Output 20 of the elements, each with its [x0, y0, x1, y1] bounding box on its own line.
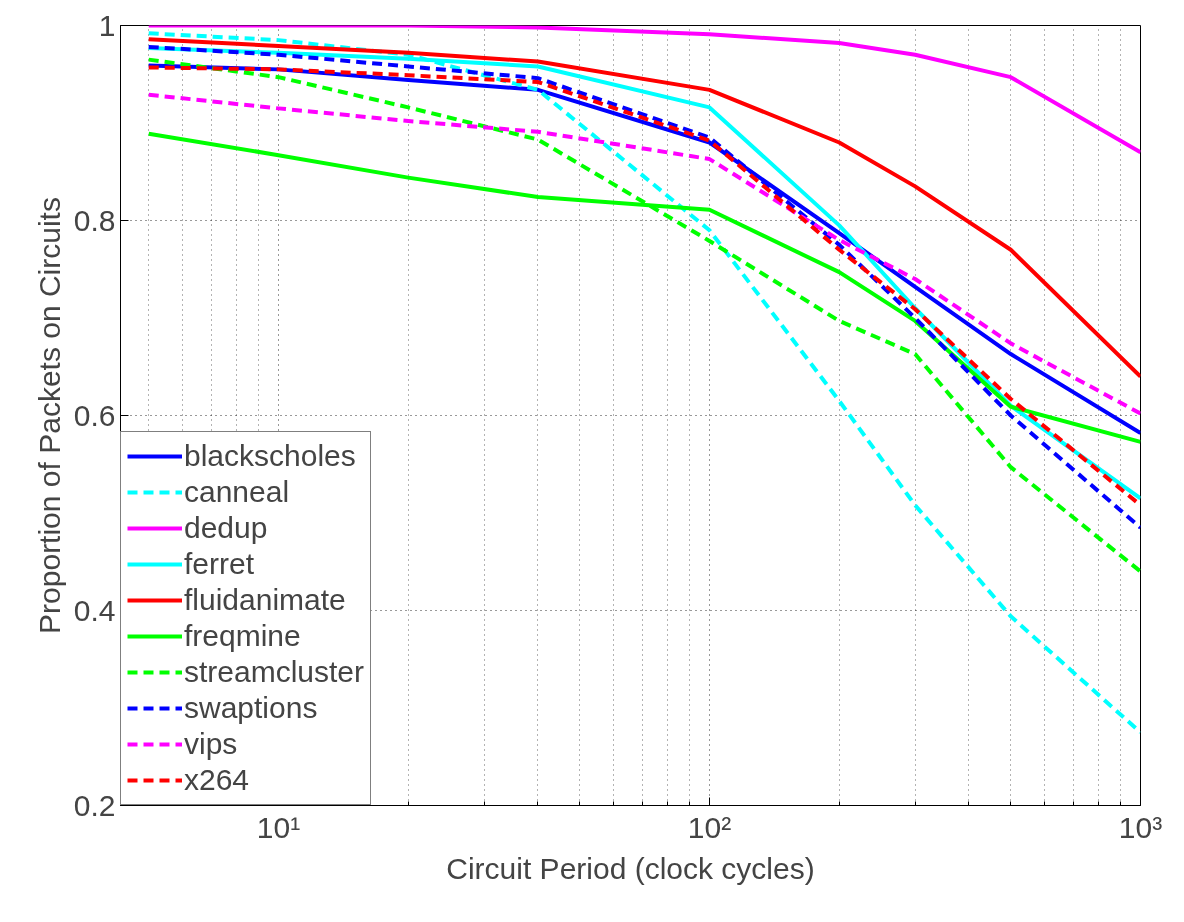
legend-label: vips — [184, 726, 238, 762]
legend-label: dedup — [184, 510, 268, 546]
x-axis-title: Circuit Period (clock cycles) — [446, 851, 815, 885]
y-tick-label: 0.6 — [73, 398, 116, 432]
x-tick-label: 10³ — [1118, 810, 1163, 844]
y-tick-label: 0.2 — [73, 788, 116, 822]
y-tick-label: 0.8 — [73, 203, 116, 237]
y-tick-label: 1 — [98, 8, 116, 42]
x-tick-label: 10² — [687, 810, 732, 844]
legend-label: blackscholes — [184, 438, 356, 474]
legend-label: fluidanimate — [184, 582, 346, 618]
y-tick-label: 0.4 — [73, 593, 116, 627]
legend-label: x264 — [184, 762, 250, 798]
legend-label: freqmine — [184, 618, 301, 654]
x-tick-label: 10¹ — [256, 810, 301, 844]
legend-label: streamcluster — [184, 654, 365, 690]
y-axis-title: Proportion of Packets on Circuits — [32, 197, 66, 634]
legend-label: ferret — [184, 546, 255, 582]
legend-label: canneal — [184, 474, 290, 510]
legend-label: swaptions — [184, 690, 318, 726]
